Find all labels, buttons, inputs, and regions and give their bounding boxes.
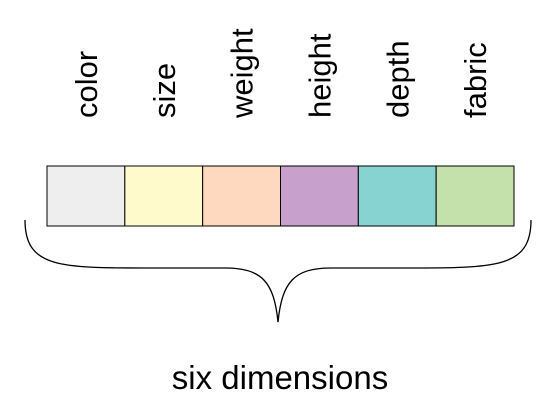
- grouping-brace: [24, 219, 532, 323]
- label-size: size: [147, 63, 182, 118]
- label-fabric: fabric: [458, 42, 493, 118]
- label-height: height: [302, 33, 337, 118]
- cell-fabric: [435, 165, 515, 227]
- cell-size: [124, 165, 204, 227]
- label-color: color: [69, 51, 104, 118]
- cell-weight: [202, 165, 282, 227]
- label-depth: depth: [380, 40, 415, 118]
- dimension-cells: [46, 165, 515, 227]
- caption: six dimensions: [172, 359, 388, 396]
- cell-height: [280, 165, 359, 227]
- cell-depth: [357, 165, 437, 227]
- cell-color: [46, 165, 126, 227]
- label-weight: weight: [225, 28, 260, 119]
- dimension-labels: color size weight height depth fabric: [69, 28, 493, 119]
